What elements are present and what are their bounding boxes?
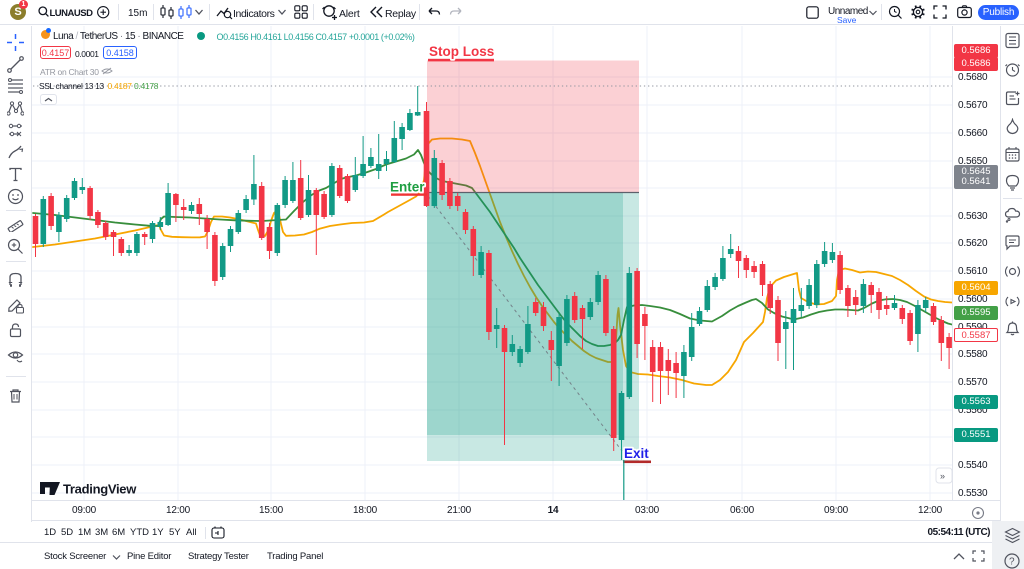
svg-text:Stop Loss: Stop Loss: [429, 44, 494, 59]
svg-text:»: »: [940, 471, 945, 481]
svg-text:TradingView: TradingView: [63, 482, 137, 497]
svg-text:Exit: Exit: [624, 446, 649, 461]
svg-text:?: ?: [1009, 557, 1015, 568]
svg-text:Enter: Enter: [390, 180, 425, 195]
